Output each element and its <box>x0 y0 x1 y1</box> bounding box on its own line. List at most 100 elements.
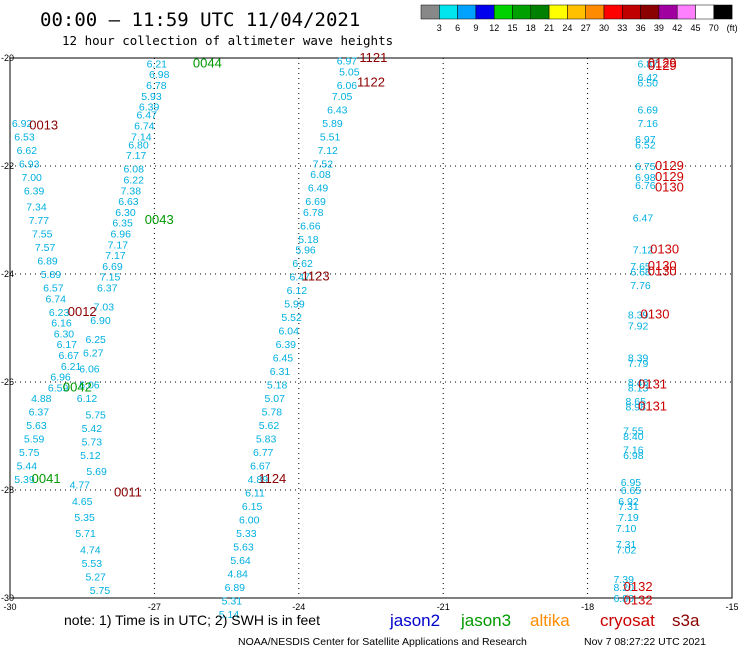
satellite-name: jason2 <box>389 611 440 630</box>
scale-label: 9 <box>473 23 478 33</box>
swh-value: 7.12 <box>317 145 338 157</box>
y-tick-label: -26 <box>1 377 14 387</box>
swh-value: 6.69 <box>638 104 659 116</box>
swh-value: 6.49 <box>308 183 329 195</box>
swh-value: 5.93 <box>141 91 162 103</box>
swh-value: 7.31 <box>618 501 639 513</box>
swh-value: 7.31 <box>616 539 637 551</box>
swh-value: 7.14 <box>131 131 152 143</box>
swh-value: 5.33 <box>236 528 257 540</box>
swh-value: 7.16 <box>638 118 659 130</box>
swh-value: 6.47 <box>136 110 157 122</box>
swh-value: 6.37 <box>29 407 50 419</box>
swh-value: 6.80 <box>613 593 634 605</box>
swh-value: 4.74 <box>80 544 101 556</box>
swh-value: 4.77 <box>70 480 91 492</box>
swh-value: 7.77 <box>29 215 50 227</box>
swh-value: 5.53 <box>82 558 103 570</box>
swh-value: 8.65 <box>626 396 647 408</box>
scale-swatch <box>640 4 660 20</box>
swh-value: 5.39 <box>14 474 35 486</box>
pass-time-label: 0130 <box>641 307 670 322</box>
swh-value: 6.92 <box>12 118 33 130</box>
swh-value: 6.90 <box>90 315 111 327</box>
swh-value: 6.74 <box>134 121 155 133</box>
swh-value: 6.62 <box>17 145 38 157</box>
swh-value: 6.06 <box>79 364 100 376</box>
chart-title: 00:00 — 11:59 UTC 11/04/2021 <box>40 9 360 31</box>
pass-time-label: 0012 <box>68 304 97 319</box>
x-tick-label: -24 <box>292 602 305 612</box>
swh-value: 6.43 <box>327 104 348 116</box>
swh-value: 7.03 <box>94 301 115 313</box>
footnote: note: 1) Time is in UTC; 2) SWH is in fe… <box>64 612 320 628</box>
x-tick-label: -18 <box>581 602 594 612</box>
swh-value: 5.31 <box>222 596 243 608</box>
swh-value: 6.75 <box>635 161 656 173</box>
swh-value: 6.30 <box>54 328 75 340</box>
pass-time-label: 0011 <box>114 485 142 500</box>
swh-value: 5.75 <box>90 585 111 597</box>
swh-value: 6.80 <box>128 139 149 151</box>
scale-swatch <box>493 4 513 20</box>
swh-value: 6.67 <box>250 461 271 473</box>
scale-label: 70 <box>709 23 719 33</box>
swh-value: 6.12 <box>287 285 308 297</box>
satellite-name: cryosat <box>600 611 655 630</box>
scale-swatch <box>457 4 477 20</box>
swh-value: 8.46 <box>628 377 649 389</box>
swh-value: 5.27 <box>85 571 106 583</box>
swh-value: 6.98 <box>635 172 656 184</box>
x-tick-label: -30 <box>3 602 16 612</box>
swh-value: 6.69 <box>102 261 123 273</box>
scale-label: 18 <box>526 23 536 33</box>
swh-value: 6.08 <box>310 169 331 181</box>
swh-value: 5.18 <box>267 380 288 392</box>
swh-value: 6.65 <box>621 485 642 497</box>
swh-value: 7.05 <box>332 91 353 103</box>
swh-value: 6.30 <box>115 207 136 219</box>
swh-value: 6.69 <box>305 196 326 208</box>
scale-label: 39 <box>654 23 664 33</box>
swh-value: 5.63 <box>26 420 47 432</box>
pass-time-label: 0041 <box>32 471 61 486</box>
swh-value: 6.57 <box>43 283 64 295</box>
swh-value: 6.96 <box>50 372 71 384</box>
swh-value: 7.10 <box>616 523 637 535</box>
pass-time-label: 0044 <box>193 55 222 70</box>
scale-swatch <box>420 4 440 20</box>
satellite-legend: jason2 jason3 altika cryosat s3a <box>389 611 700 630</box>
swh-value: 8.13 <box>628 382 649 394</box>
swh-value: 6.97 <box>635 134 656 146</box>
chart-axes: -30 -27 -24 -21 -18 -15 -20 -22 -24 -26 -28 -30 <box>1 53 739 612</box>
chart-subtitle: 12 hour collection of altimeter wave hei… <box>62 33 393 48</box>
x-tick-label: -27 <box>148 602 161 612</box>
swh-value: 6.42 <box>638 72 659 84</box>
swh-value: 7.12 <box>633 245 654 257</box>
swh-value: 5.83 <box>256 434 277 446</box>
x-tick-label: -15 <box>725 602 738 612</box>
pass-time-label: 0132 <box>624 593 653 608</box>
satellite-name: altika <box>530 611 570 630</box>
swh-value: 5.51 <box>320 131 341 143</box>
swh-value: 8.20 <box>613 582 634 594</box>
swh-value: 7.34 <box>26 202 47 214</box>
swh-value: 5.05 <box>339 67 360 79</box>
swh-value: 5.59 <box>24 434 45 446</box>
swh-value: 6.08 <box>123 164 144 176</box>
swh-value: 7.19 <box>618 512 639 524</box>
swh-value: 8.39 <box>628 310 649 322</box>
swh-value: 7.15 <box>100 272 121 284</box>
pass-time-label: 0129 <box>655 169 684 184</box>
swh-value: 6.93 <box>19 158 40 170</box>
wave-height-points: 6.216.986.785.936.396.476.747.146.807.17… <box>12 56 658 622</box>
scale-swatch <box>512 4 532 20</box>
swh-value: 6.31 <box>270 366 291 378</box>
chart-grid <box>9 57 733 599</box>
swh-value: 6.06 <box>337 80 358 92</box>
swh-value: 6.97 <box>337 56 358 68</box>
scale-swatch <box>622 4 641 20</box>
swh-value: 5.44 <box>17 461 38 473</box>
swh-value: 5.69 <box>86 466 107 478</box>
